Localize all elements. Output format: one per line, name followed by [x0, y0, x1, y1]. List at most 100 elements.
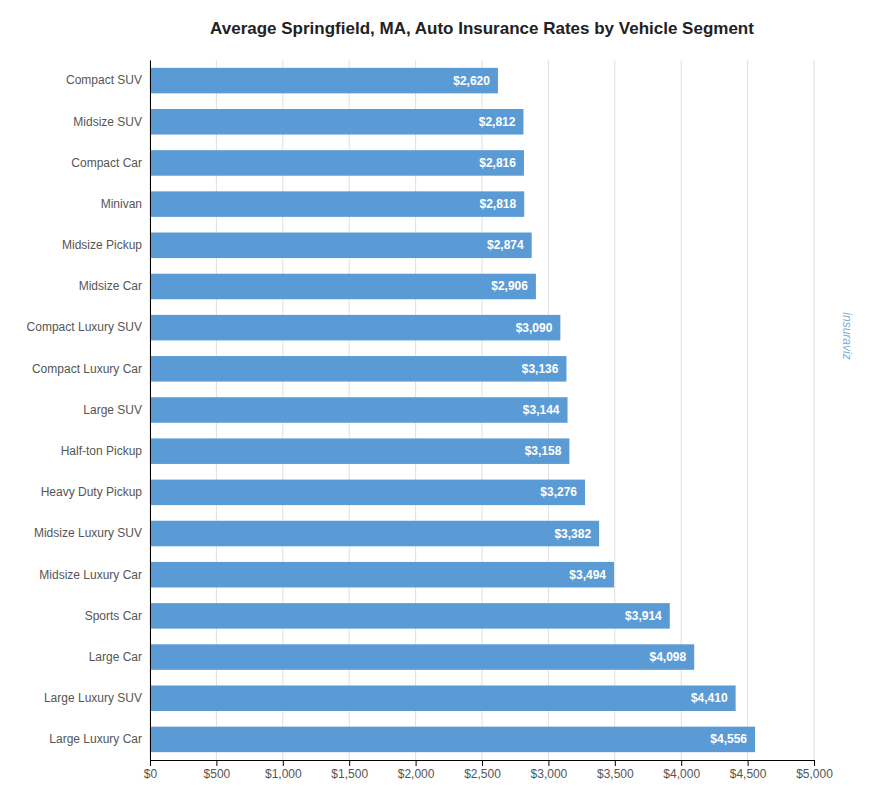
bar: [150, 191, 524, 217]
tick-mark: [814, 760, 815, 766]
data-label: $2,906: [491, 279, 528, 293]
tick: Compact SUV: [66, 73, 150, 87]
data-label: $2,620: [453, 74, 490, 88]
bar: [150, 521, 599, 547]
tick: Large Luxury Car: [49, 732, 150, 746]
tick-mark: [416, 760, 417, 766]
tick-label: $1,000: [265, 767, 302, 781]
tick-label: Sports Car: [85, 609, 142, 623]
axis-line: [151, 761, 815, 767]
tick: Compact Luxury Car: [32, 362, 150, 376]
bar: [150, 109, 523, 135]
tick-mark: [681, 760, 682, 766]
tick-label: $2,000: [398, 767, 435, 781]
tick-mark: [216, 760, 217, 766]
tick-mark: [615, 760, 616, 766]
tick: Compact Luxury SUV: [27, 320, 150, 334]
bar: [150, 356, 566, 382]
annotation: insuraviz: [840, 312, 854, 359]
tick-mark: [283, 760, 284, 766]
bar: [150, 480, 585, 506]
tick-mark: [748, 760, 749, 766]
tick-label: Compact Car: [71, 156, 142, 170]
bar: [150, 562, 614, 588]
tick: $3,500: [597, 760, 634, 781]
category-axis: Large Luxury Car Large Luxury SUV Large Ca…: [27, 61, 151, 761]
bar: [150, 603, 670, 629]
tick-label: $1,500: [331, 767, 368, 781]
tick: $3,000: [531, 760, 568, 781]
data-label: $2,816: [479, 156, 516, 170]
data-label: $2,812: [479, 115, 516, 129]
tick-label: $0: [144, 767, 158, 781]
tick: $1,000: [265, 760, 302, 781]
tick: Large SUV: [83, 403, 150, 417]
data-label: $3,494: [569, 568, 606, 582]
tick-label: Heavy Duty Pickup: [41, 485, 143, 499]
tick-label: Half-ton Pickup: [61, 444, 143, 458]
tick: Midsize SUV: [73, 115, 150, 129]
tick: Half-ton Pickup: [61, 444, 150, 458]
data-label: $3,136: [522, 362, 559, 376]
tick: Heavy Duty Pickup: [41, 485, 150, 499]
bar: [150, 438, 569, 464]
plot: $0 $500 $1,000 $1,500 $2,000 $2,500 $3,000 $3,5…: [27, 60, 834, 781]
tick-label: Compact Luxury SUV: [27, 320, 142, 334]
tick-label: Large Luxury Car: [49, 732, 142, 746]
tick: $500: [204, 760, 231, 781]
data-labels: $4,556$4,410$4,098$3,914$3,494$3,382$3,2…: [453, 74, 747, 747]
tick-label: Minivan: [101, 197, 142, 211]
tick: $4,500: [730, 760, 767, 781]
tick-label: Compact SUV: [66, 73, 142, 87]
tick: Midsize Luxury Car: [39, 568, 150, 582]
tick: $5,000: [796, 760, 833, 781]
tick-mark: [150, 760, 151, 766]
tick: Midsize Car: [79, 279, 150, 293]
data-label: $4,098: [650, 650, 687, 664]
tick-label: Compact Luxury Car: [32, 362, 142, 376]
grid-line: [747, 60, 748, 760]
data-label: $3,276: [540, 485, 577, 499]
grid-line: [150, 60, 151, 760]
data-label: $3,382: [554, 527, 591, 541]
tick: Minivan: [101, 197, 150, 211]
tick-mark: [482, 760, 483, 766]
bar: [150, 727, 755, 753]
tick-label: Midsize Luxury Car: [39, 568, 142, 582]
bars: [150, 68, 755, 752]
bar: [150, 397, 568, 423]
bar: [150, 274, 536, 300]
title: Average Springfield, MA, Auto Insurance …: [210, 19, 754, 38]
tick: Midsize Luxury SUV: [34, 526, 150, 540]
value-axis: $0 $500 $1,000 $1,500 $2,000 $2,500 $3,000 $3,5…: [144, 760, 833, 781]
data-label: $4,556: [710, 732, 747, 746]
tick-label: Large Luxury SUV: [44, 691, 142, 705]
tick-label: Midsize Luxury SUV: [34, 526, 142, 540]
tick-label: Midsize Car: [79, 279, 142, 293]
tick: $2,500: [464, 760, 501, 781]
data-label: $3,914: [625, 609, 662, 623]
tick: Large Luxury SUV: [44, 691, 150, 705]
tick-label: $4,000: [663, 767, 700, 781]
data-label: $3,158: [525, 444, 562, 458]
tick-label: Midsize Pickup: [62, 238, 142, 252]
tick: $0: [144, 760, 158, 781]
tick-mark: [548, 760, 549, 766]
bar: [150, 150, 524, 176]
bar: [150, 644, 694, 670]
bar: [150, 685, 736, 711]
tick: Midsize Pickup: [62, 238, 150, 252]
tick-label: $2,500: [464, 767, 501, 781]
grid-line: [814, 60, 815, 760]
tick: Compact Car: [71, 156, 150, 170]
tick-label: Large Car: [89, 650, 142, 664]
grid: [150, 60, 814, 760]
tick: Large Car: [89, 650, 150, 664]
tick-label: $3,500: [597, 767, 634, 781]
tick-label: $3,000: [531, 767, 568, 781]
tick-label: $4,500: [730, 767, 767, 781]
tick: $2,000: [398, 760, 435, 781]
axis-line: [150, 61, 151, 761]
tick: $1,500: [331, 760, 368, 781]
tick-label: Large SUV: [83, 403, 142, 417]
